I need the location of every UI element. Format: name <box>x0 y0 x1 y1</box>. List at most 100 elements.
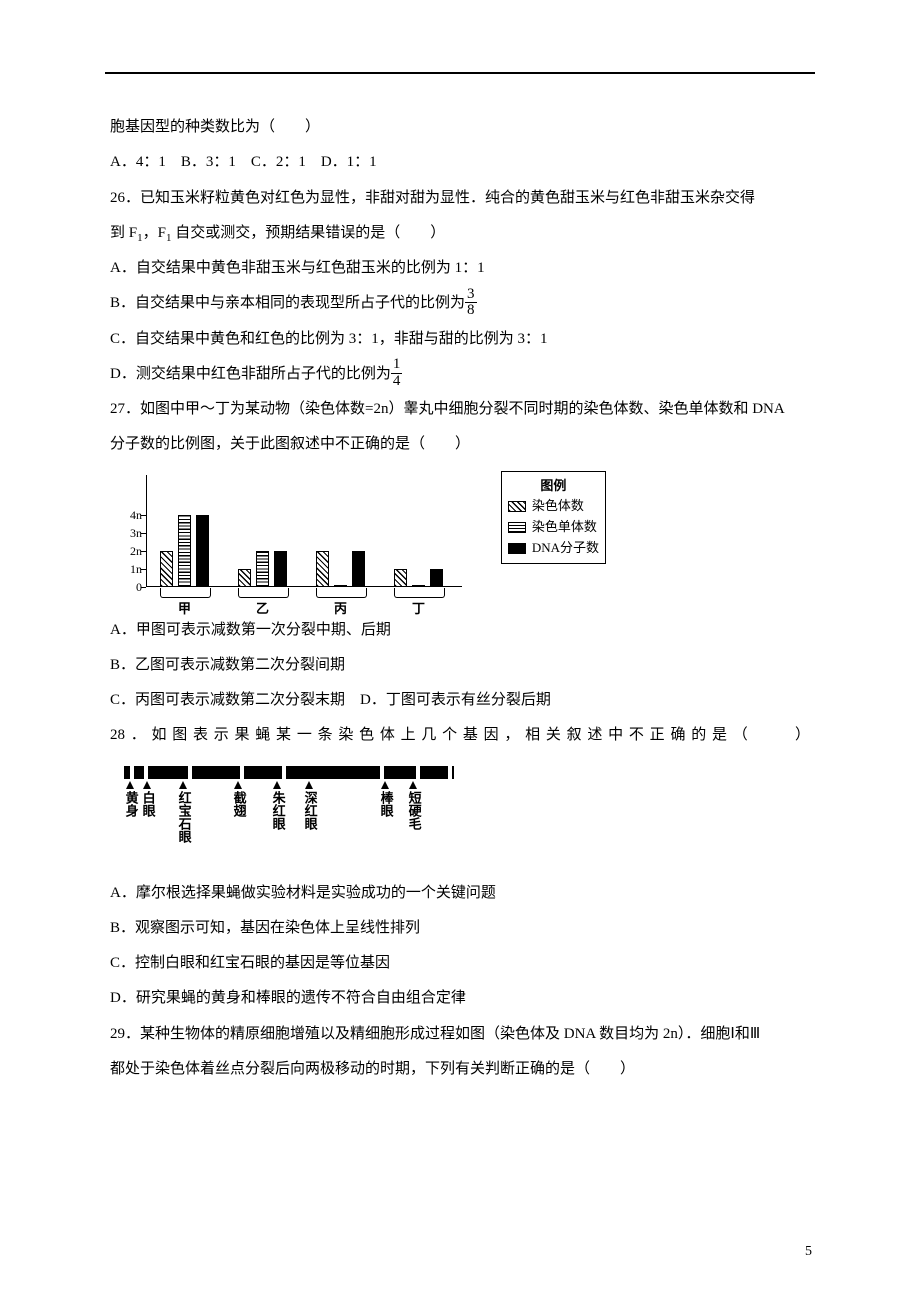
gene-arrow-icon <box>273 781 281 789</box>
gene-arrow-icon <box>234 781 242 789</box>
group-label: 甲 <box>177 602 193 615</box>
q27-opt-b: B．乙图可表示减数第二次分裂间期 <box>110 648 810 683</box>
q25-stem-tail: 胞基因型的种类数比为（ ） <box>110 110 810 145</box>
gene-arrow-icon <box>143 781 151 789</box>
group-brace <box>394 588 445 598</box>
bar-solid <box>196 515 209 587</box>
gene-label: 截翅 <box>232 791 246 817</box>
q26-stem-2: 到 F1，F1 自交或测交，预期结果错误的是（ ） <box>110 216 810 251</box>
q26-opt-b: B．自交结果中与亲本相同的表现型所占子代的比例为38 <box>110 286 810 321</box>
legend-label: DNA分子数 <box>532 538 599 559</box>
y-tick-label: 1n <box>114 563 142 575</box>
bar-hstripe <box>256 551 269 587</box>
gene-arrow-icon <box>381 781 389 789</box>
q28-chromosome: 黄身白眼 红宝石眼 截翅 朱红眼 深红眼 棒眼短硬毛 <box>110 760 462 872</box>
y-tick-mark <box>141 569 146 570</box>
q26-opt-d: D．测交结果中红色非甜所占子代的比例为14 <box>110 357 810 392</box>
q28-opt-c: C．控制白眼和红宝石眼的基因是等位基因 <box>110 946 810 981</box>
y-tick-label: 0 <box>114 581 142 593</box>
y-tick-mark <box>141 551 146 552</box>
bar-hstripe <box>412 585 425 587</box>
group-brace <box>238 588 289 598</box>
gene-label: 棒眼 <box>379 791 393 817</box>
q26-opt-d-pre: D．测交结果中红色非甜所占子代的比例为 <box>110 366 391 382</box>
q28-opt-d: D．研究果蝇的黄身和棒眼的遗传不符合自由组合定律 <box>110 981 810 1016</box>
chromosome-band <box>240 766 244 779</box>
bar-solid <box>352 551 365 587</box>
q28-stem: 28．如图表示果蝇某一条染色体上几个基因，相关叙述中不正确的是（ ） <box>110 718 810 753</box>
y-axis <box>146 475 147 587</box>
chromosome-band <box>282 766 286 779</box>
group-brace <box>160 588 211 598</box>
group-label: 丁 <box>411 602 427 615</box>
swatch-solid <box>508 543 526 554</box>
q28-opt-a: A．摩尔根选择果蝇做实验材料是实验成功的一个关键问题 <box>110 876 810 911</box>
legend-label: 染色体数 <box>532 496 584 517</box>
bar-hatch <box>238 569 251 587</box>
q26-stem-2-pre: 到 F <box>110 225 137 241</box>
gene-arrow-icon <box>179 781 187 789</box>
y-tick-mark <box>141 533 146 534</box>
gene-label: 深红眼 <box>303 791 317 830</box>
legend-row-3: DNA分子数 <box>508 538 599 559</box>
y-tick-label: 4n <box>114 509 142 521</box>
gene-label: 红宝石眼 <box>177 791 191 843</box>
q26-stem-2-mid: ，F <box>143 225 166 241</box>
q26-opt-c: C．自交结果中黄色和红色的比例为 3：1，非甜与甜的比例为 3：1 <box>110 322 810 357</box>
q26-opt-a: A．自交结果中黄色非甜玉米与红色甜玉米的比例为 1：1 <box>110 251 810 286</box>
gene-label: 黄身 <box>124 791 138 817</box>
q27-legend: 图例 染色体数 染色单体数 DNA分子数 <box>501 471 606 564</box>
chromosome-band <box>130 766 134 779</box>
q27-opt-cd: C．丙图可表示减数第二次分裂末期 D．丁图可表示有丝分裂后期 <box>110 683 810 718</box>
q27-opt-a: A．甲图可表示减数第一次分裂中期、后期 <box>110 613 810 648</box>
y-tick-label: 3n <box>114 527 142 539</box>
gene-label: 短硬毛 <box>407 791 421 830</box>
bar-hstripe <box>334 585 347 587</box>
page: 胞基因型的种类数比为（ ） A．4：1 B．3：1 C．2：1 D．1：1 26… <box>0 0 920 1302</box>
chromosome-band <box>448 766 452 779</box>
y-tick-mark <box>141 515 146 516</box>
frac-num: 3 <box>465 287 477 304</box>
bar-solid <box>430 569 443 587</box>
q26-opt-b-frac: 38 <box>465 287 477 320</box>
group-label: 丙 <box>333 602 349 615</box>
bar-hatch <box>394 569 407 587</box>
page-number: 5 <box>805 1244 812 1260</box>
q29-stem-2: 都处于染色体着丝点分裂后向两极移动的时期，下列有关判断正确的是（ ） <box>110 1052 810 1087</box>
group-brace <box>316 588 367 598</box>
gene-label: 朱红眼 <box>271 791 285 830</box>
y-tick-mark <box>141 587 146 588</box>
gene-arrow-icon <box>305 781 313 789</box>
q27-figure: 图例 染色体数 染色单体数 DNA分子数 01n2n3n4n甲乙丙丁 <box>110 469 810 609</box>
q27-stem-2: 分子数的比例图，关于此图叙述中不正确的是（ ） <box>110 427 810 462</box>
top-rule <box>105 72 815 74</box>
swatch-hatch <box>508 501 526 512</box>
legend-row-2: 染色单体数 <box>508 517 599 538</box>
chromosome-band <box>144 766 148 779</box>
chromosome-band <box>416 766 420 779</box>
bar-hatch <box>160 551 173 587</box>
bar-hatch <box>316 551 329 587</box>
legend-label: 染色单体数 <box>532 517 597 538</box>
frac-num: 1 <box>391 357 403 374</box>
q29-stem-1: 29．某种生物体的精原细胞增殖以及精细胞形成过程如图（染色体及 DNA 数目均为… <box>110 1017 810 1052</box>
frac-den: 8 <box>465 303 477 319</box>
q27-chart: 图例 染色体数 染色单体数 DNA分子数 01n2n3n4n甲乙丙丁 <box>110 469 612 609</box>
gene-label: 白眼 <box>141 791 155 817</box>
swatch-hstripe <box>508 522 526 533</box>
q26-opt-d-frac: 14 <box>391 357 403 390</box>
frac-den: 4 <box>391 374 403 390</box>
q27-stem-1: 27．如图中甲～丁为某动物（染色体数=2n）睾丸中细胞分裂不同时期的染色体数、染… <box>110 392 810 427</box>
q26-stem-2-post: 自交或测交，预期结果错误的是（ ） <box>171 225 445 241</box>
q25-options: A．4：1 B．3：1 C．2：1 D．1：1 <box>110 145 810 180</box>
q28-opt-b: B．观察图示可知，基因在染色体上呈线性排列 <box>110 911 810 946</box>
q26-stem-1: 26．已知玉米籽粒黄色对红色为显性，非甜对甜为显性．纯合的黄色甜玉米与红色非甜玉… <box>110 181 810 216</box>
gene-arrow-icon <box>126 781 134 789</box>
legend-title: 图例 <box>508 476 599 497</box>
content-area: 胞基因型的种类数比为（ ） A．4：1 B．3：1 C．2：1 D．1：1 26… <box>110 110 810 1087</box>
q26-opt-b-pre: B．自交结果中与亲本相同的表现型所占子代的比例为 <box>110 295 465 311</box>
q28-figure: 黄身白眼 红宝石眼 截翅 朱红眼 深红眼 棒眼短硬毛 <box>110 760 810 872</box>
chromosome-bar <box>124 766 454 779</box>
chromosome-band <box>188 766 192 779</box>
bar-hstripe <box>178 515 191 587</box>
